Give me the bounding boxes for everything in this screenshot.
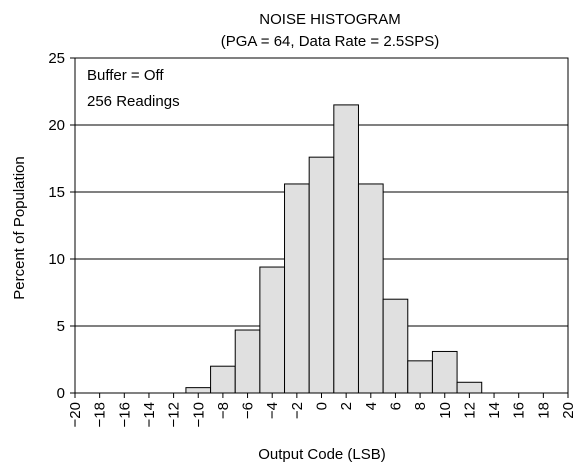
chart-subtitle: (PGA = 64, Data Rate = 2.5SPS) (221, 33, 439, 50)
annotation-readings: 256 Readings (87, 93, 180, 110)
histogram-bar (357, 183, 384, 394)
x-tick-label: −4 (264, 402, 281, 419)
x-tick-label: 4 (363, 402, 380, 410)
y-tick-label: 0 (57, 385, 65, 402)
x-tick-label: 18 (535, 402, 552, 419)
x-tick-label: −18 (92, 402, 109, 427)
y-tick-label: 5 (57, 318, 65, 335)
chart-title: NOISE HISTOGRAM (259, 11, 400, 28)
x-tick-label: 20 (560, 402, 576, 419)
histogram-bar (431, 350, 458, 394)
histogram-bar (333, 104, 359, 394)
annotation-buffer: Buffer = Off (87, 67, 164, 84)
x-tick-label: 12 (461, 402, 478, 419)
x-tick-label: 8 (412, 402, 429, 410)
x-tick-label: −16 (116, 402, 133, 427)
x-tick-label: −8 (215, 402, 232, 419)
x-tick-label: 0 (314, 402, 331, 410)
y-tick-label: 25 (48, 50, 65, 67)
histogram-bar (210, 365, 236, 394)
histogram-bar (382, 298, 409, 394)
x-axis-ticks: −20 −18 −16 −14 −12 −10 −8 −6 −4 −2 0 2 4 6 8 10 12 14 16 1… (67, 393, 576, 427)
y-tick-label: 10 (48, 251, 65, 268)
histogram-bars (185, 104, 483, 394)
x-tick-label: 6 (387, 402, 404, 410)
x-tick-label: −20 (67, 402, 84, 427)
y-tick-label: 20 (48, 117, 65, 134)
histogram-bar (284, 183, 310, 394)
histogram-bar (456, 381, 483, 394)
x-tick-label: −12 (166, 402, 183, 427)
x-axis-label: Output Code (LSB) (258, 446, 386, 463)
histogram-bar (407, 360, 433, 394)
y-tick-label: 15 (48, 184, 65, 201)
y-axis-label: Percent of Population (11, 156, 28, 299)
x-tick-label: −2 (289, 402, 306, 419)
x-tick-label: 10 (437, 402, 454, 419)
x-tick-label: 16 (511, 402, 528, 419)
histogram-bar (259, 266, 286, 394)
histogram-bar (308, 156, 335, 394)
x-tick-label: −14 (141, 402, 158, 427)
y-axis-ticks: 0 5 10 15 20 25 (48, 50, 75, 402)
histogram-bar (185, 387, 212, 394)
x-tick-label: 14 (486, 402, 503, 419)
x-tick-label: 2 (338, 402, 355, 410)
x-tick-label: −10 (190, 402, 207, 427)
x-tick-label: −6 (240, 402, 257, 419)
histogram-bar (234, 329, 261, 394)
